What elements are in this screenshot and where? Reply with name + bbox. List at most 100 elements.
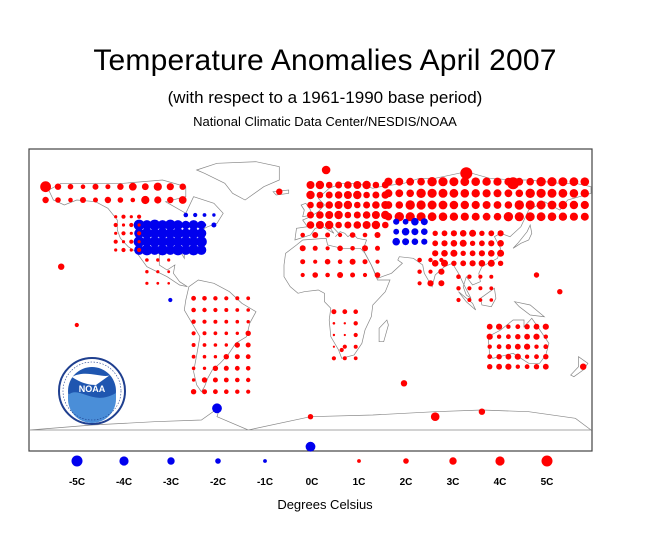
anomaly-dot	[300, 232, 306, 238]
anomaly-dot	[488, 230, 495, 237]
anomaly-dot	[393, 218, 400, 225]
anomaly-dot	[482, 212, 491, 221]
anomaly-dot	[478, 298, 483, 302]
anomaly-dot	[558, 212, 568, 221]
anomaly-dot	[497, 260, 504, 266]
anomaly-dot	[479, 230, 485, 236]
anomaly-dot	[372, 181, 380, 189]
anomaly-dot	[141, 195, 150, 205]
station-dot	[460, 167, 473, 180]
legend-label: 3C	[446, 477, 460, 488]
anomaly-dot	[471, 189, 480, 198]
anomaly-dot	[167, 196, 174, 204]
anomaly-dot	[353, 221, 362, 229]
anomaly-dot	[164, 236, 176, 248]
anomaly-dot	[489, 286, 494, 291]
anomaly-dot	[449, 188, 459, 198]
anomaly-dot	[183, 212, 189, 218]
anomaly-dot	[316, 211, 324, 219]
anomaly-dot	[374, 272, 381, 278]
anomaly-dot	[190, 389, 197, 395]
anomaly-dot	[489, 298, 494, 302]
anomaly-dot	[362, 232, 368, 238]
anomaly-dot	[193, 223, 198, 227]
anomaly-dot	[456, 286, 461, 291]
anomaly-dot	[300, 259, 306, 265]
anomaly-dot	[172, 244, 184, 256]
anomaly-dot	[129, 215, 133, 219]
anomaly-dot	[506, 324, 511, 329]
coastline-new-guinea	[513, 301, 546, 318]
anomaly-dot	[478, 260, 486, 267]
anomaly-dot	[362, 180, 371, 190]
anomaly-dot	[202, 319, 207, 324]
anomaly-dot	[196, 245, 207, 255]
anomaly-dot	[459, 239, 467, 247]
anomaly-dot	[167, 258, 171, 262]
anomaly-dot	[224, 308, 229, 312]
anomaly-dot	[421, 238, 428, 245]
anomaly-dot	[145, 270, 149, 274]
anomaly-dot	[569, 212, 579, 221]
anomaly-dot	[325, 201, 334, 209]
anomaly-dot	[137, 247, 142, 253]
anomaly-dot	[393, 228, 400, 235]
anomaly-dot	[166, 183, 174, 191]
station-dot	[557, 289, 563, 295]
anomaly-dot	[246, 377, 251, 383]
anomaly-dot	[536, 212, 546, 222]
anomaly-dot	[363, 201, 371, 209]
anomaly-dot	[235, 308, 240, 312]
anomaly-dot	[224, 319, 229, 324]
anomaly-dot	[505, 344, 512, 350]
anomaly-dot	[141, 227, 153, 239]
legend-units: Degrees Celsius	[277, 497, 373, 512]
anomaly-dot	[335, 181, 343, 189]
anomaly-dot	[489, 274, 494, 279]
anomaly-dot	[245, 366, 251, 371]
anomaly-dot	[299, 245, 306, 252]
anomaly-dot	[306, 221, 315, 229]
anomaly-dot	[223, 377, 229, 383]
legend-label: 1C	[352, 477, 366, 488]
anomaly-dot	[496, 323, 503, 330]
station-dot	[533, 272, 540, 278]
anomaly-dot	[141, 244, 153, 256]
anomaly-dot	[353, 332, 358, 338]
anomaly-dot	[325, 191, 333, 199]
anomaly-dot	[337, 245, 343, 252]
anomaly-dot	[547, 200, 557, 210]
anomaly-dot	[245, 354, 251, 360]
anomaly-dot	[164, 219, 176, 231]
anomaly-dot	[105, 184, 111, 190]
legend-dot	[357, 459, 361, 463]
anomaly-dot	[213, 319, 218, 324]
anomaly-dot	[547, 177, 557, 187]
anomaly-dot	[456, 297, 461, 303]
anomaly-dot	[197, 220, 206, 230]
station-dot	[74, 322, 79, 328]
anomaly-dot	[382, 221, 389, 229]
anomaly-dot	[121, 231, 126, 236]
station-dot	[507, 177, 520, 190]
anomaly-dot	[173, 236, 183, 247]
anomaly-dot	[141, 183, 149, 191]
anomaly-dot	[450, 240, 458, 247]
anomaly-dot	[246, 389, 251, 394]
anomaly-dot	[536, 200, 546, 210]
legend-label: -1C	[256, 477, 274, 488]
anomaly-dot	[580, 200, 589, 210]
coastline-new-zealand	[570, 356, 589, 378]
anomaly-dot	[362, 245, 368, 252]
anomaly-dot	[191, 295, 197, 301]
anomaly-dot	[427, 212, 437, 222]
anomaly-dot	[183, 222, 188, 228]
station-dot	[339, 347, 344, 353]
anomaly-dot	[313, 259, 318, 264]
anomaly-dot	[42, 196, 49, 204]
anomaly-dot	[54, 183, 62, 190]
anomaly-dot	[353, 356, 358, 361]
anomaly-dot	[188, 244, 200, 256]
anomaly-dot	[353, 344, 358, 349]
